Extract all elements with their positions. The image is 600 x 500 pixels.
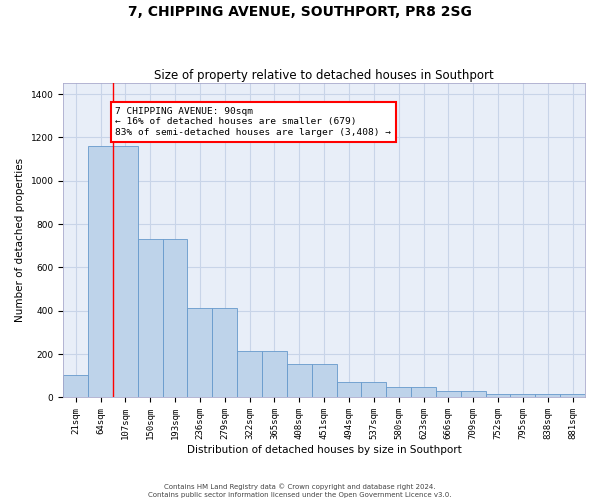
Text: Contains HM Land Registry data © Crown copyright and database right 2024.
Contai: Contains HM Land Registry data © Crown c…	[148, 484, 452, 498]
Bar	[535, 394, 560, 398]
Bar	[436, 391, 461, 398]
Bar	[511, 394, 535, 398]
Bar	[262, 351, 287, 398]
Bar	[88, 146, 113, 398]
Bar	[312, 364, 337, 398]
Bar	[386, 387, 411, 398]
Bar	[411, 387, 436, 398]
Text: 7, CHIPPING AVENUE, SOUTHPORT, PR8 2SG: 7, CHIPPING AVENUE, SOUTHPORT, PR8 2SG	[128, 5, 472, 19]
Bar	[237, 351, 262, 398]
X-axis label: Distribution of detached houses by size in Southport: Distribution of detached houses by size …	[187, 445, 461, 455]
Bar	[113, 146, 138, 398]
Bar	[560, 394, 585, 398]
Bar	[337, 382, 361, 398]
Text: 7 CHIPPING AVENUE: 90sqm
← 16% of detached houses are smaller (679)
83% of semi-: 7 CHIPPING AVENUE: 90sqm ← 16% of detach…	[115, 107, 391, 137]
Title: Size of property relative to detached houses in Southport: Size of property relative to detached ho…	[154, 69, 494, 82]
Bar	[187, 308, 212, 398]
Bar	[63, 374, 88, 398]
Bar	[163, 239, 187, 398]
Bar	[287, 364, 312, 398]
Bar	[485, 394, 511, 398]
Bar	[361, 382, 386, 398]
Y-axis label: Number of detached properties: Number of detached properties	[15, 158, 25, 322]
Bar	[212, 308, 237, 398]
Bar	[461, 391, 485, 398]
Bar	[138, 239, 163, 398]
